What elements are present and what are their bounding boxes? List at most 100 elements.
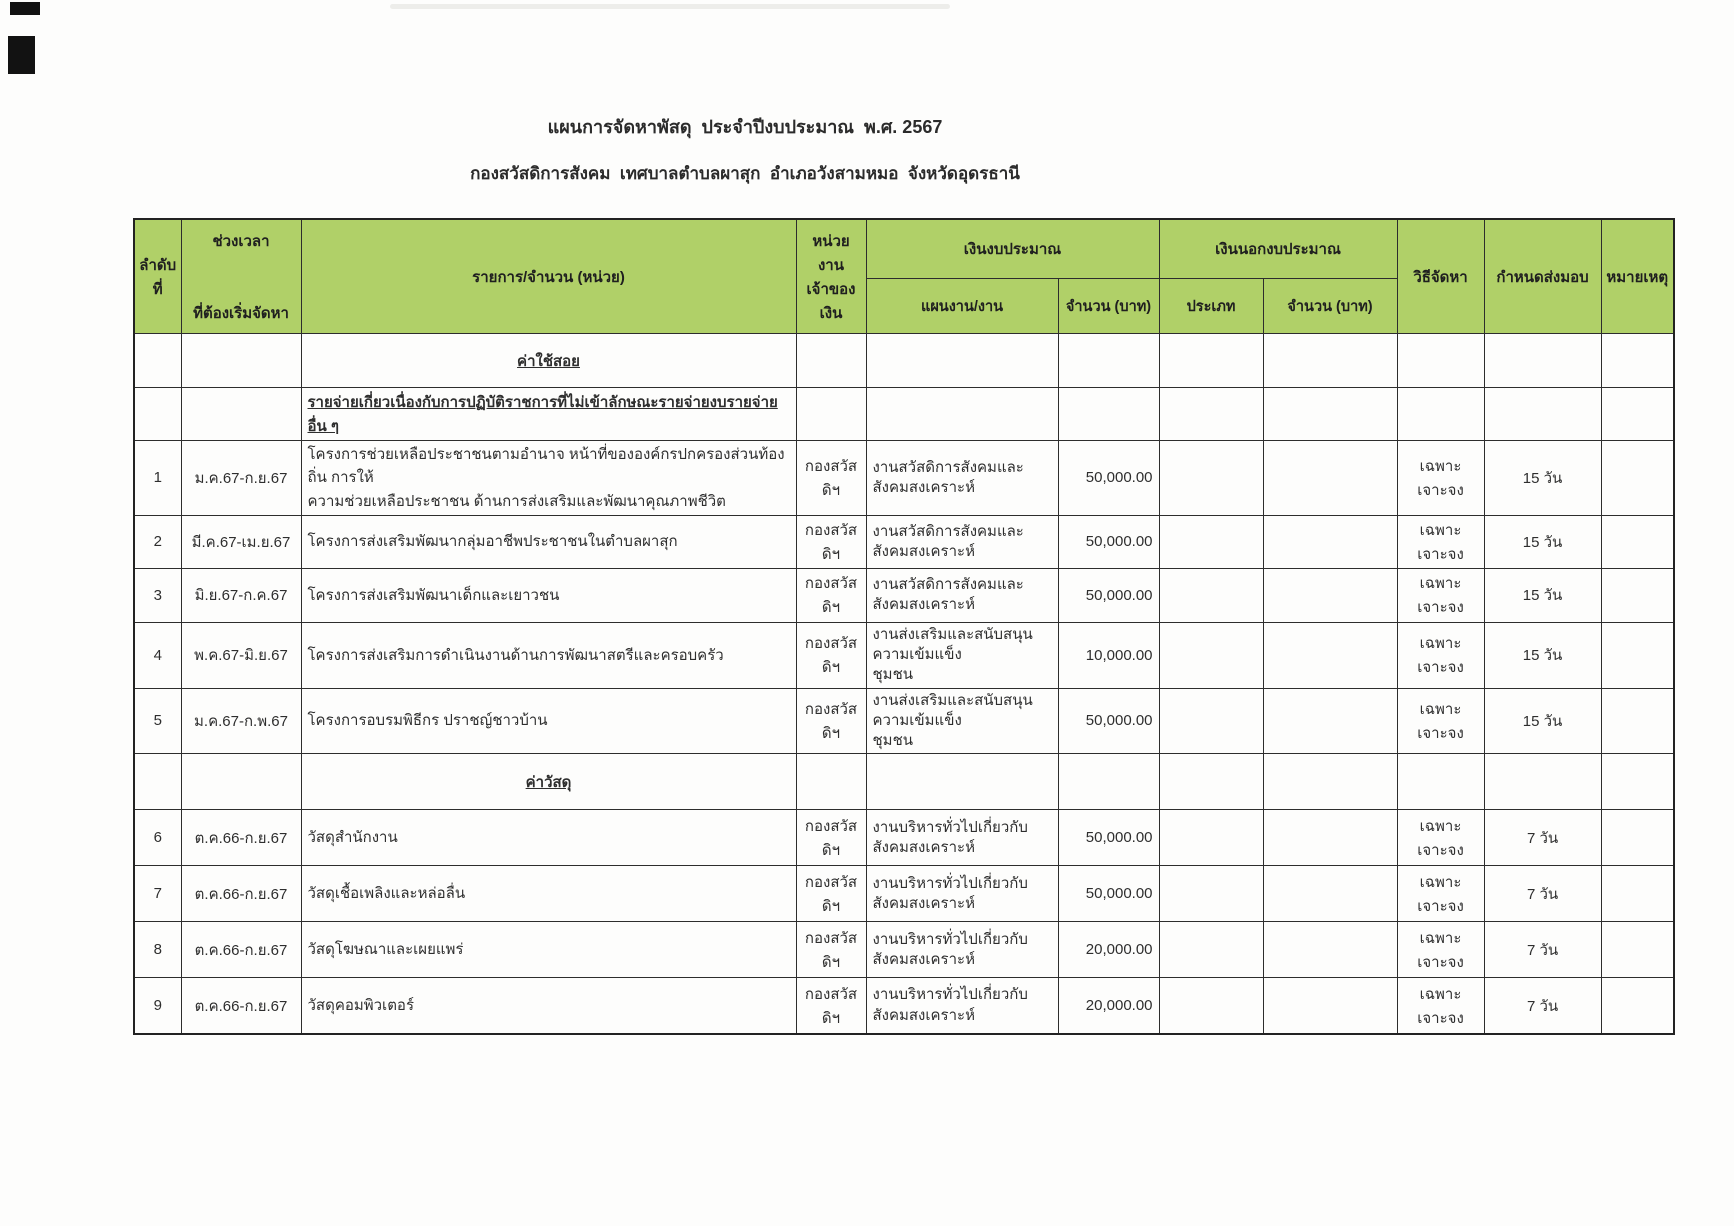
cell-empty (1057, 387, 1160, 441)
cell-method: เฉพาะเจาะจง (1396, 687, 1485, 755)
cell-delivery: 7 วัน (1483, 921, 1602, 979)
col-header-period-line1: ช่วงเวลา (212, 233, 270, 250)
section-row: ค่าวัสดุ (133, 753, 1675, 811)
cell-delivery: 15 วัน (1483, 567, 1602, 623)
cell-method: เฉพาะเจาะจง (1396, 567, 1485, 623)
section-row: รายจ่ายเกี่ยวเนื่องกับการปฏิบัติราชการที… (133, 387, 1675, 441)
cell-period: ต.ค.66-ก.ย.67 (180, 921, 302, 979)
section-label-material: ค่าวัสดุ (300, 753, 797, 811)
table-row: 5 ม.ค.67-ก.พ.67 โครงการอบรมพิธีกร ปราชญ์… (133, 687, 1675, 755)
cell-delivery: 7 วัน (1483, 977, 1602, 1035)
cell-plan: งานบริหารทั่วไปเกี่ยวกับสังคมสงเคราะห์ (865, 865, 1059, 923)
cell-no: 7 (133, 865, 182, 923)
cell-type (1158, 440, 1264, 516)
cell-method: เฉพาะเจาะจง (1396, 514, 1485, 569)
col-header-amount: จำนวน (บาท) (1057, 278, 1160, 334)
cell-agency: กองสวัสดิฯ (795, 977, 867, 1035)
cell-empty (133, 753, 182, 811)
cell-remark (1600, 440, 1675, 516)
cell-empty (1262, 753, 1398, 811)
cell-empty (1483, 753, 1602, 811)
cell-remark (1600, 977, 1675, 1035)
cell-period: ต.ค.66-ก.ย.67 (180, 977, 302, 1035)
cell-remark (1600, 921, 1675, 979)
cell-plan: งานส่งเสริมและสนับสนุนความเข้มแข็ง ชุมชน (865, 621, 1059, 689)
cell-agency: กองสวัสดิฯ (795, 921, 867, 979)
cell-plan: งานส่งเสริมและสนับสนุนความเข้มแข็ง ชุมชน (865, 687, 1059, 755)
cell-period: มิ.ย.67-ก.ค.67 (180, 567, 302, 623)
cell-plan: งานบริหารทั่วไปเกี่ยวกับสังคมสงเคราะห์ (865, 921, 1059, 979)
cell-method: เฉพาะเจาะจง (1396, 921, 1485, 979)
cell-empty (865, 753, 1059, 811)
cell-method: เฉพาะเจาะจง (1396, 809, 1485, 867)
cell-remark (1600, 567, 1675, 623)
col-header-period-line2: ที่ต้องเริ่มจัดหา (193, 305, 289, 322)
cell-type (1158, 621, 1264, 689)
cell-amount2 (1262, 809, 1398, 867)
cell-amount: 20,000.00 (1057, 977, 1160, 1035)
cell-delivery: 15 วัน (1483, 440, 1602, 516)
cell-amount: 50,000.00 (1057, 687, 1160, 755)
cell-amount: 50,000.00 (1057, 865, 1160, 923)
cell-item: วัสดุโฆษณาและเผยแพร่ (300, 921, 797, 979)
cell-type (1158, 921, 1264, 979)
col-header-agency-line2: เจ้าของเงิน (806, 281, 856, 322)
cell-empty (133, 333, 182, 388)
cell-empty (1600, 753, 1675, 811)
cell-agency: กองสวัสดิฯ (795, 865, 867, 923)
cell-amount2 (1262, 567, 1398, 623)
cell-agency: กองสวัสดิฯ (795, 514, 867, 569)
cell-item: โครงการส่งเสริมพัฒนาเด็กและเยาวชน (300, 567, 797, 623)
cell-agency: กองสวัสดิฯ (795, 809, 867, 867)
cell-empty (1396, 753, 1485, 811)
cell-agency: กองสวัสดิฯ (795, 687, 867, 755)
cell-empty (1262, 387, 1398, 441)
col-header-no: ลำดับที่ (133, 218, 182, 334)
cell-empty (180, 333, 302, 388)
col-header-delivery: กำหนดส่งมอบ (1483, 218, 1602, 334)
scan-artifact-mark (10, 2, 40, 15)
col-header-amount2: จำนวน (บาท) (1262, 278, 1398, 334)
cell-plan: งานบริหารทั่วไปเกี่ยวกับสังคมสงเคราะห์ (865, 809, 1059, 867)
table-row: 6 ต.ค.66-ก.ย.67 วัสดุสำนักงาน กองสวัสดิฯ… (133, 809, 1675, 867)
cell-period: ต.ค.66-ก.ย.67 (180, 865, 302, 923)
section-label-expense-detail: รายจ่ายเกี่ยวเนื่องกับการปฏิบัติราชการที… (300, 387, 797, 441)
cell-method: เฉพาะเจาะจง (1396, 865, 1485, 923)
cell-plan: งานสวัสดิการสังคมและสังคมสงเคราะห์ (865, 514, 1059, 569)
cell-amount: 50,000.00 (1057, 440, 1160, 516)
cell-agency: กองสวัสดิฯ (795, 440, 867, 516)
cell-no: 2 (133, 514, 182, 569)
col-header-period: ช่วงเวลา ที่ต้องเริ่มจัดหา (180, 218, 302, 334)
col-header-type: ประเภท (1158, 278, 1264, 334)
cell-type (1158, 514, 1264, 569)
cell-no: 5 (133, 687, 182, 755)
cell-remark (1600, 809, 1675, 867)
cell-empty (1600, 333, 1675, 388)
cell-empty (865, 333, 1059, 388)
cell-empty (1262, 333, 1398, 388)
cell-period: ต.ค.66-ก.ย.67 (180, 809, 302, 867)
cell-amount2 (1262, 621, 1398, 689)
cell-amount2 (1262, 440, 1398, 516)
cell-plan: งานสวัสดิการสังคมและสังคมสงเคราะห์ (865, 567, 1059, 623)
table-row: 2 มี.ค.67-เม.ย.67 โครงการส่งเสริมพัฒนากล… (133, 514, 1675, 569)
cell-item: โครงการส่งเสริมพัฒนากลุ่มอาชีพประชาชนในต… (300, 514, 797, 569)
cell-empty (1057, 333, 1160, 388)
cell-empty (180, 387, 302, 441)
cell-item: วัสดุคอมพิวเตอร์ (300, 977, 797, 1035)
cell-plan: งานบริหารทั่วไปเกี่ยวกับสังคมสงเคราะห์ (865, 977, 1059, 1035)
cell-empty (1396, 387, 1485, 441)
cell-item: วัสดุเชื้อเพลิงและหล่อลื่น (300, 865, 797, 923)
cell-no: 1 (133, 440, 182, 516)
cell-empty (1600, 387, 1675, 441)
cell-type (1158, 977, 1264, 1035)
cell-agency: กองสวัสดิฯ (795, 567, 867, 623)
cell-type (1158, 809, 1264, 867)
procurement-plan-table: ลำดับที่ ช่วงเวลา ที่ต้องเริ่มจัดหา รายก… (133, 218, 1676, 1035)
cell-amount2 (1262, 514, 1398, 569)
cell-amount2 (1262, 921, 1398, 979)
section-label-expense: ค่าใช้สอย (300, 333, 797, 388)
cell-delivery: 15 วัน (1483, 514, 1602, 569)
cell-amount2 (1262, 865, 1398, 923)
col-header-method: วิธีจัดหา (1396, 218, 1485, 334)
